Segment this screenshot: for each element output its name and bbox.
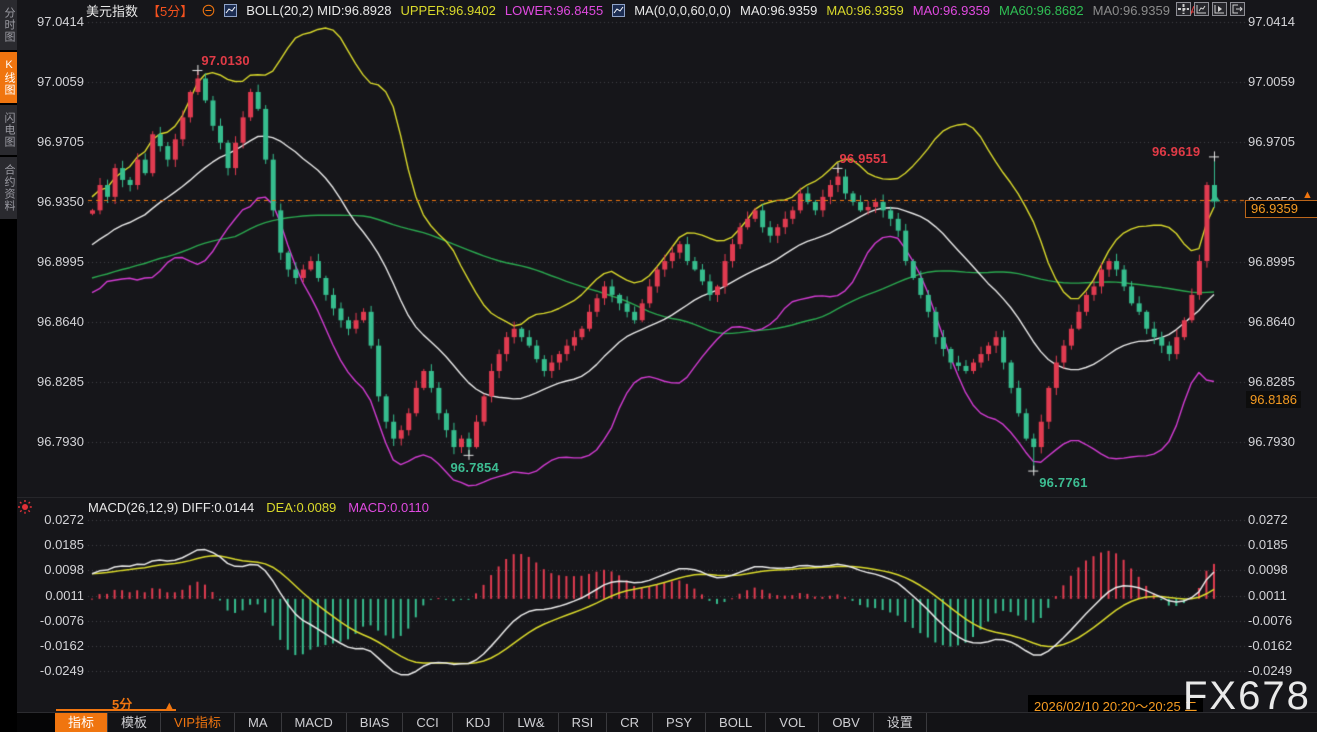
indicator-value-label: MA60:96.8682 (999, 3, 1084, 18)
axis-tick-label: 0.0185 (44, 537, 84, 553)
sidebar-item-flash-chart[interactable]: 闪电图 (0, 105, 17, 155)
mini-chart-icon (224, 4, 238, 17)
macd-params-label: MACD(26,12,9) DIFF:0.0144 (88, 500, 255, 515)
swing-high-label: 97.0130 (201, 53, 250, 69)
play-pane-icon[interactable] (1212, 2, 1227, 16)
axis-tick-label: -0.0162 (39, 637, 84, 653)
indicator-value-label: 美元指数 (86, 4, 139, 19)
macd-indicator-bar: MACD(26,12,9) DIFF:0.0144 DEA:0.0089 MAC… (88, 500, 429, 515)
axis-tick-label: -0.0249 (39, 663, 84, 679)
axis-tick-label: 0.0098 (44, 562, 84, 578)
toolbar-tab-VOL[interactable]: VOL (766, 713, 820, 732)
indicator-settings-icon[interactable] (17, 499, 33, 520)
period-selector[interactable]: 5分 ▲ (112, 694, 175, 713)
axis-tick-label: 96.9350 (37, 194, 84, 209)
axis-tick-label: 96.8640 (37, 314, 84, 329)
axis-tick-label: 96.7930 (37, 434, 84, 449)
toolbar-tab-RSI[interactable]: RSI (559, 713, 608, 732)
toolbar-tab-CR[interactable]: CR (607, 713, 654, 732)
axis-tick-label: 96.8640 (1248, 314, 1295, 329)
toolbar-spacer (17, 713, 55, 732)
macd-value-label: MACD:0.0110 (348, 500, 429, 515)
toolbar-tab-MA[interactable]: MA (235, 713, 282, 732)
toolbar-tab-PSY[interactable]: PSY (653, 713, 707, 732)
axis-tick-label: 0.0272 (1248, 512, 1288, 527)
macd-dea-label: DEA:0.0089 (266, 500, 337, 515)
sidebar-item-contract-info[interactable]: 合约资料 (0, 157, 17, 219)
indicator-bar: 美元指数 【5分】 BOLL(20,2) MID:96.8928 UPPER:96.9… (86, 2, 1206, 19)
axis-tick-label: 96.9705 (37, 134, 84, 149)
indicator-value-label: MA0:96.9359 (912, 3, 991, 18)
indicator-value-label: MA0:96.9359 (826, 3, 904, 18)
sidebar: 分时图 K线图 闪电图 合约资料 (0, 0, 17, 732)
minus-circle-icon[interactable] (202, 4, 215, 17)
period-arrow-icon: ▲ (163, 700, 175, 712)
axis-tick-label: 96.8995 (1248, 254, 1295, 269)
axis-tick-label: 0.0011 (45, 587, 84, 603)
indicator-value-label: 【5分】 (147, 4, 194, 19)
sidebar-item-kline-chart[interactable]: K线图 (0, 52, 17, 103)
indicator-value-label: UPPER:96.9402 (400, 3, 496, 18)
level-label: 96.8186 (1246, 391, 1301, 408)
toolbar-tab-MACD[interactable]: MACD (282, 713, 347, 732)
axis-tick-label: 0.0272 (44, 512, 84, 527)
fx678-watermark: FX678 (1183, 674, 1311, 718)
axis-tick-label: 97.0059 (37, 74, 84, 89)
toolbar-tab-KDJ[interactable]: KDJ (453, 713, 505, 732)
toolbar-tab-BIAS[interactable]: BIAS (347, 713, 404, 732)
swing-low-label: 96.7761 (1039, 474, 1088, 490)
toolbar-tab-模板[interactable]: 模板 (108, 713, 162, 732)
toolbar-tab-CCI[interactable]: CCI (403, 713, 453, 732)
axis-tick-label: 97.0414 (1248, 14, 1295, 29)
crosshair-icon[interactable] (1176, 2, 1191, 16)
axis-tick-label: 96.8285 (37, 374, 84, 389)
toolbar-tab-OBV[interactable]: OBV (819, 713, 874, 732)
toolbar-tab-LW&[interactable]: LW& (504, 713, 559, 732)
swing-low-label: 96.7854 (450, 459, 499, 475)
toolbar-tab-VIP指标[interactable]: VIP指标 (161, 713, 235, 732)
axis-tick-label: 97.0059 (1248, 74, 1295, 89)
axis-tick-label: -0.0162 (1248, 637, 1293, 653)
toolbar-tab-指标[interactable]: 指标 (55, 713, 109, 732)
axis-tick-label: -0.0076 (1248, 612, 1293, 628)
axis-tick-label: -0.0249 (1248, 663, 1293, 679)
pane-divider (17, 497, 1317, 498)
pane-controls (1176, 2, 1245, 16)
price-up-arrow-icon: ▲ (1302, 189, 1313, 201)
indicator-value-label: MA0:96.9359 (740, 3, 818, 18)
sidebar-item-timeline-chart[interactable]: 分时图 (0, 0, 17, 50)
axis-tick-label: 96.8285 (1248, 374, 1295, 389)
axis-tick-label: 0.0098 (1248, 562, 1288, 578)
toolbar-tab-BOLL[interactable]: BOLL (706, 713, 767, 732)
candle-time-range: 2026/02/10 20:20～20:25 二 (1028, 695, 1204, 716)
period-underline (56, 709, 176, 711)
axis-tick-label: 96.9705 (1248, 134, 1295, 149)
toolbar-tab-设置[interactable]: 设置 (874, 713, 927, 732)
axis-tick-label: 96.8995 (37, 254, 84, 269)
indicator-value-label: MA0:96.9359 (1092, 3, 1170, 18)
mini-chart-icon (612, 4, 626, 17)
toolbar-tabs: 指标 模板 VIP指标 MA MACD BIAS CCI KDJ LW& RSI CR PSY BOLL… (55, 713, 927, 732)
swing-high-label: 96.9619 (1151, 144, 1201, 160)
axis-tick-label: 0.0185 (1248, 537, 1288, 553)
current-price-box: 96.9359 (1245, 200, 1317, 218)
axis-tick-label: 96.7930 (1248, 434, 1295, 449)
axis-tick-label: 0.0011 (1248, 587, 1287, 603)
new-pane-icon[interactable] (1194, 2, 1209, 16)
indicator-value-label: LOWER:96.8455 (504, 3, 604, 18)
period-label: 5分 (112, 697, 133, 712)
exit-pane-icon[interactable] (1230, 2, 1245, 16)
indicator-value-label: MA(0,0,0,60,0,0) (634, 3, 732, 18)
indicator-toolbar: 指标 模板 VIP指标 MA MACD BIAS CCI KDJ LW& RSI CR PSY BOLL… (17, 712, 1317, 732)
axis-tick-label: 97.0414 (37, 14, 84, 29)
indicator-value-label: BOLL(20,2) MID:96.8928 (246, 3, 392, 18)
axis-tick-label: -0.0076 (39, 612, 84, 628)
swing-high-label: 96.9551 (839, 150, 888, 166)
